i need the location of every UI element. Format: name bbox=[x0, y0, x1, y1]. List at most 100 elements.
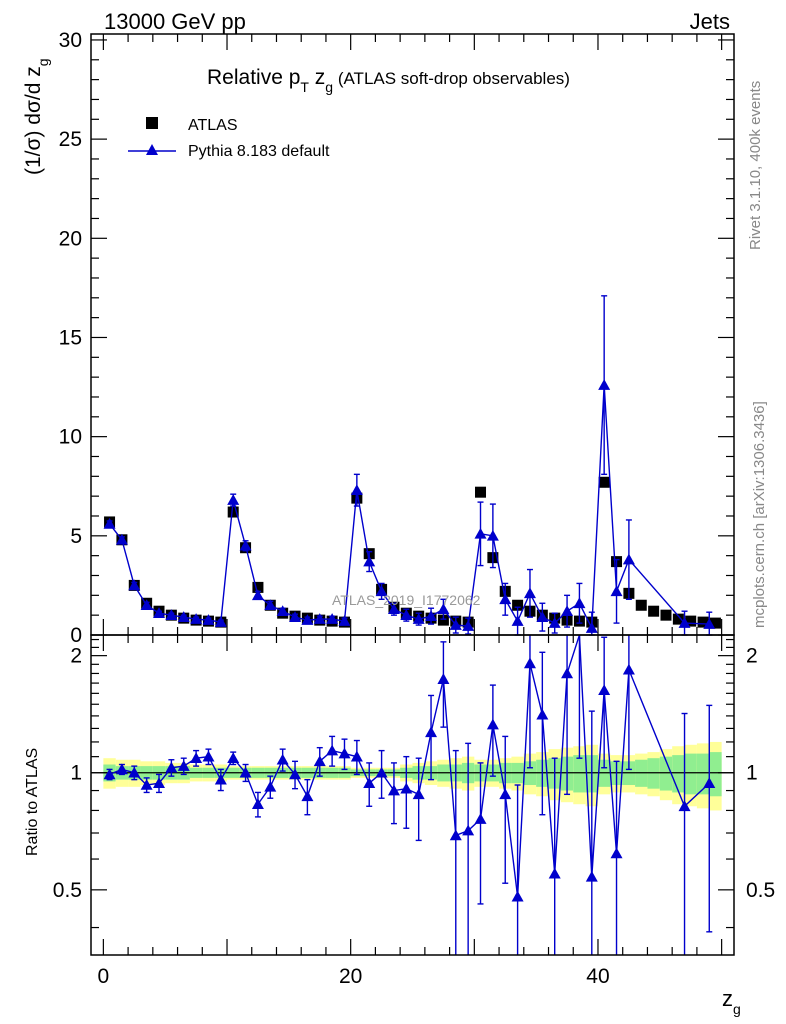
ratio-point bbox=[338, 747, 351, 759]
ratio-point bbox=[536, 708, 549, 720]
ratio-point bbox=[400, 782, 413, 794]
ratio-y-tick-label: 0.5 bbox=[53, 879, 82, 902]
band-inner bbox=[672, 755, 685, 793]
atlas-point bbox=[672, 613, 684, 625]
ratio-point bbox=[462, 824, 475, 836]
ratio-y-axis-title: Ratio to ATLAS bbox=[24, 748, 41, 856]
ratio-point bbox=[289, 768, 302, 780]
legend-marker-pythia bbox=[146, 144, 158, 155]
atlas-point bbox=[598, 476, 610, 488]
ratio-point bbox=[227, 752, 240, 763]
pythia-point bbox=[548, 617, 561, 628]
pythia-point bbox=[165, 609, 178, 620]
ratio-point bbox=[239, 766, 252, 778]
ratio-y-tick-label: 1 bbox=[70, 762, 82, 785]
atlas-point bbox=[512, 599, 524, 611]
ratio-point bbox=[177, 760, 190, 771]
ratio-point bbox=[598, 684, 611, 696]
pythia-point bbox=[598, 379, 611, 390]
rivet-label: Rivet 3.1.10, 400k events bbox=[747, 81, 764, 250]
category-label: Jets bbox=[690, 9, 730, 34]
pythia-point bbox=[239, 539, 252, 551]
energy-label: 13000 GeV pp bbox=[104, 9, 246, 34]
pythia-point bbox=[474, 527, 487, 539]
y-tick-label: 5 bbox=[70, 525, 82, 548]
ratio-panel bbox=[91, 634, 734, 955]
ratio-y-tick-label-right: 1 bbox=[746, 762, 758, 785]
atlas-point bbox=[697, 616, 709, 628]
atlas-point bbox=[660, 609, 672, 621]
pythia-point bbox=[523, 587, 536, 599]
pythia-point bbox=[301, 614, 314, 625]
pythia-point bbox=[264, 599, 277, 611]
axes-frames: 0 20 40 0 5 10 15 20 25 30 0.5 0.5 1 1 2 2 bbox=[53, 29, 775, 988]
ratio-point bbox=[437, 673, 450, 684]
legend-label-atlas: ATLAS bbox=[188, 117, 238, 134]
main-title: Relative pT zg (ATLAS soft-drop observab… bbox=[207, 66, 570, 95]
y-axis-title: (1/σ) dσ/d zg bbox=[22, 58, 51, 175]
pythia-point bbox=[128, 579, 141, 591]
pythia-point bbox=[115, 533, 128, 545]
ratio-point bbox=[387, 784, 400, 796]
ratio-point bbox=[190, 752, 203, 763]
atlas-point bbox=[635, 599, 647, 611]
ratio-point bbox=[313, 755, 326, 767]
main-panel bbox=[103, 295, 721, 636]
x-tick-label: 0 bbox=[98, 965, 110, 988]
ratio-point bbox=[449, 829, 462, 841]
mcplots-label: mcplots.cern.ch [arXiv:1306.3436] bbox=[751, 401, 768, 628]
pythia-point bbox=[153, 607, 166, 618]
pythia-point bbox=[499, 593, 512, 605]
pythia-point bbox=[177, 611, 190, 622]
pythia-point bbox=[400, 609, 413, 620]
y-tick-label: 30 bbox=[59, 29, 82, 52]
pythia-point bbox=[140, 599, 153, 611]
pythia-point bbox=[190, 613, 203, 624]
y-tick-label: 25 bbox=[59, 128, 82, 151]
ratio-point bbox=[511, 890, 524, 902]
x-tick-label: 20 bbox=[339, 965, 362, 988]
ratio-point bbox=[140, 779, 153, 790]
ratio-point bbox=[202, 750, 215, 762]
pythia-point bbox=[412, 613, 425, 624]
band-inner bbox=[659, 756, 673, 791]
ratio-point bbox=[610, 847, 623, 859]
pythia-point bbox=[573, 597, 586, 609]
ratio-frame bbox=[90, 634, 735, 956]
ratio-point bbox=[375, 766, 388, 778]
analysis-watermark: ATLAS_2019_I1772062 bbox=[332, 592, 481, 608]
pythia-point bbox=[276, 605, 289, 616]
pythia-point bbox=[437, 603, 450, 615]
ratio-point bbox=[412, 788, 425, 800]
ratio-y-tick-label-right: 0.5 bbox=[746, 879, 775, 902]
atlas-point bbox=[227, 506, 239, 518]
ratio-point bbox=[703, 777, 716, 789]
ratio-point bbox=[678, 800, 691, 812]
pythia-point bbox=[350, 484, 363, 496]
legend-label-pythia: Pythia 8.183 default bbox=[188, 143, 330, 160]
ratio-point bbox=[153, 777, 166, 789]
atlas-point bbox=[437, 614, 449, 626]
x-tick-label: 40 bbox=[586, 965, 609, 988]
ratio-point bbox=[251, 798, 264, 810]
atlas-point bbox=[252, 581, 264, 593]
pythia-point bbox=[678, 617, 691, 628]
ratio-point bbox=[499, 788, 512, 800]
ratio-y-tick-label: 2 bbox=[70, 645, 82, 668]
ratio-point bbox=[276, 753, 289, 765]
pythia-point bbox=[103, 517, 116, 529]
ratio-point bbox=[622, 663, 635, 675]
pythia-point bbox=[313, 613, 326, 624]
pythia-point bbox=[425, 610, 438, 621]
pythia-point bbox=[703, 618, 716, 629]
atlas-point bbox=[648, 605, 660, 617]
ratio-point bbox=[561, 667, 574, 679]
atlas-point bbox=[709, 617, 721, 629]
band-inner bbox=[684, 753, 697, 795]
atlas-point bbox=[685, 615, 697, 627]
pythia-point bbox=[536, 611, 549, 622]
ratio-point bbox=[165, 761, 178, 773]
band-inner bbox=[709, 752, 722, 797]
legend: ATLAS Pythia 8.183 default bbox=[128, 117, 330, 160]
